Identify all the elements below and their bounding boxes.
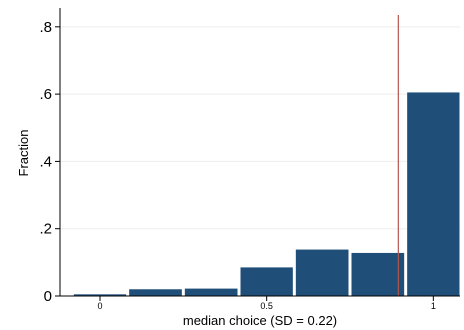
axes [59, 8, 460, 297]
x-tick-label-0: 0 [97, 301, 102, 311]
y-tick-label-0: 0 [44, 288, 52, 305]
x-axis-title: median choice (SD = 0.22) [183, 313, 337, 328]
bar-5 [295, 249, 349, 296]
bar-4 [240, 267, 293, 296]
y-tick-label-2: .4 [39, 153, 52, 170]
y-tick-label-3: .6 [39, 86, 52, 103]
bar-1 [73, 294, 127, 296]
x-axis-ticks: 0 0.5 1 [97, 296, 436, 311]
y-tick-label-1: .2 [39, 221, 52, 238]
bar-7 [407, 92, 460, 296]
y-axis-title: Fraction [16, 130, 31, 177]
bar-6 [351, 252, 405, 296]
y-tick-label-4: .8 [39, 19, 52, 36]
grid-lines [60, 26, 460, 230]
x-tick-label-2: 1 [431, 301, 436, 311]
bars [73, 92, 460, 296]
y-axis-ticks: 0 .2 .4 .6 .8 [39, 19, 60, 305]
bar-2 [129, 289, 182, 296]
bar-3 [184, 288, 238, 296]
x-tick-label-1: 0.5 [260, 301, 273, 311]
